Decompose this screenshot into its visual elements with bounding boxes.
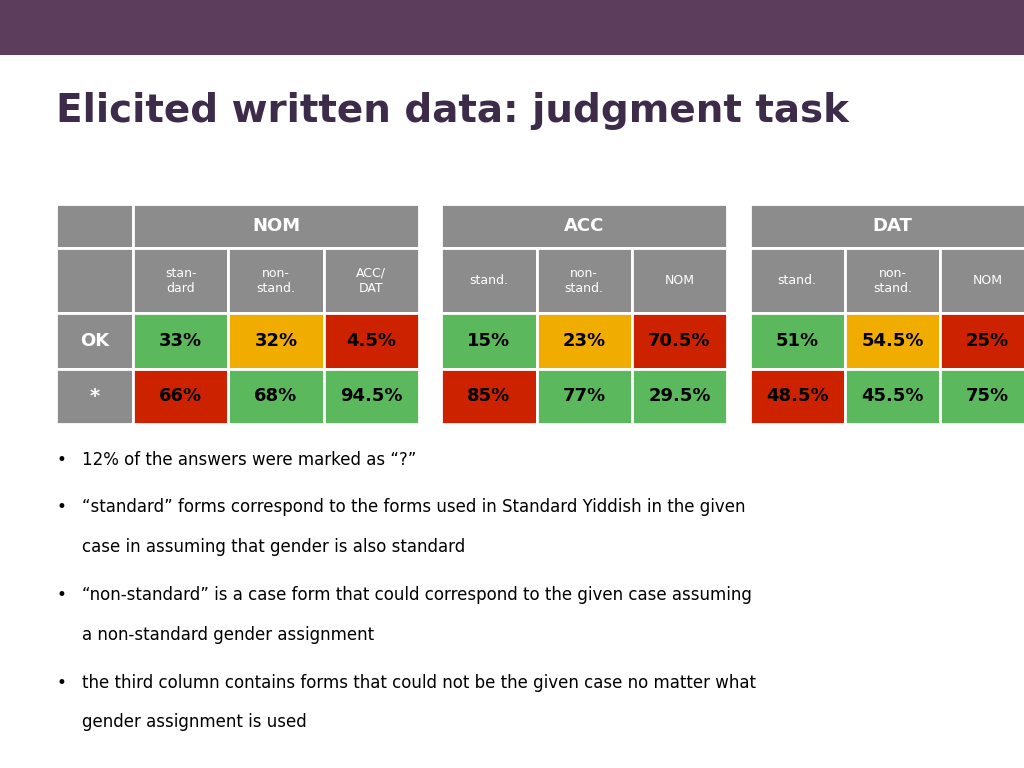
Text: ACC: ACC [564, 217, 604, 235]
Text: “non-standard” is a case form that could correspond to the given case assuming: “non-standard” is a case form that could… [82, 586, 752, 604]
Text: 12% of the answers were marked as “?”: 12% of the answers were marked as “?” [82, 451, 417, 468]
Bar [441, 369, 537, 424]
Bar [324, 248, 419, 313]
Bar [228, 248, 324, 313]
Bar [750, 313, 845, 369]
Text: 68%: 68% [254, 387, 298, 406]
Bar [441, 248, 537, 313]
Text: •: • [56, 451, 67, 468]
Text: 75%: 75% [966, 387, 1010, 406]
Text: ACC/
DAT: ACC/ DAT [356, 266, 386, 295]
Text: 4.5%: 4.5% [346, 332, 396, 350]
Text: stand.: stand. [777, 274, 817, 287]
Bar [56, 204, 133, 248]
Text: DAT: DAT [872, 217, 912, 235]
Text: NOM: NOM [973, 274, 1002, 287]
Bar [750, 248, 845, 313]
Text: non-
stand.: non- stand. [872, 266, 912, 295]
Text: 45.5%: 45.5% [861, 387, 924, 406]
Text: a non-standard gender assignment: a non-standard gender assignment [82, 626, 374, 644]
Bar [441, 204, 727, 248]
Text: *: * [90, 387, 99, 406]
Text: NOM: NOM [665, 274, 694, 287]
Bar [537, 248, 632, 313]
Bar [324, 313, 419, 369]
Bar [56, 369, 133, 424]
Text: stand.: stand. [469, 274, 509, 287]
Text: 54.5%: 54.5% [861, 332, 924, 350]
Bar [750, 204, 1024, 248]
Text: •: • [56, 498, 67, 516]
Text: “standard” forms correspond to the forms used in Standard Yiddish in the given: “standard” forms correspond to the forms… [82, 498, 745, 516]
Text: Elicited written data: judgment task: Elicited written data: judgment task [56, 92, 849, 131]
Bar [441, 313, 537, 369]
Bar [632, 313, 727, 369]
Text: 32%: 32% [254, 332, 298, 350]
Text: •: • [56, 586, 67, 604]
Bar [133, 204, 419, 248]
Text: 25%: 25% [966, 332, 1010, 350]
Text: NOM: NOM [252, 217, 300, 235]
Text: 51%: 51% [775, 332, 819, 350]
Bar [632, 369, 727, 424]
Bar [0, 0, 1024, 55]
Bar [133, 369, 228, 424]
Text: stan-
dard: stan- dard [165, 266, 197, 295]
Text: case in assuming that gender is also standard: case in assuming that gender is also sta… [82, 538, 465, 556]
Text: 23%: 23% [562, 332, 606, 350]
Bar [56, 248, 133, 313]
Bar [845, 313, 940, 369]
Bar [845, 248, 940, 313]
Bar [324, 369, 419, 424]
Bar [228, 369, 324, 424]
Bar [845, 369, 940, 424]
Bar [940, 369, 1024, 424]
Text: OK: OK [80, 332, 110, 350]
Text: 85%: 85% [467, 387, 511, 406]
Text: 48.5%: 48.5% [766, 387, 828, 406]
Bar [228, 313, 324, 369]
Text: 66%: 66% [159, 387, 203, 406]
Bar [537, 369, 632, 424]
Bar [133, 248, 228, 313]
Text: •: • [56, 674, 67, 691]
Text: 15%: 15% [467, 332, 511, 350]
Text: the third column contains forms that could not be the given case no matter what: the third column contains forms that cou… [82, 674, 756, 691]
Text: 77%: 77% [562, 387, 606, 406]
Text: non-
stand.: non- stand. [564, 266, 604, 295]
Bar [56, 313, 133, 369]
Text: 29.5%: 29.5% [648, 387, 711, 406]
Bar [632, 248, 727, 313]
Bar [133, 313, 228, 369]
Text: 33%: 33% [159, 332, 203, 350]
Bar [940, 313, 1024, 369]
Text: non-
stand.: non- stand. [256, 266, 296, 295]
Text: 70.5%: 70.5% [648, 332, 711, 350]
Bar [750, 369, 845, 424]
Bar [537, 313, 632, 369]
Text: gender assignment is used: gender assignment is used [82, 713, 306, 731]
Bar [940, 248, 1024, 313]
Text: 94.5%: 94.5% [340, 387, 402, 406]
